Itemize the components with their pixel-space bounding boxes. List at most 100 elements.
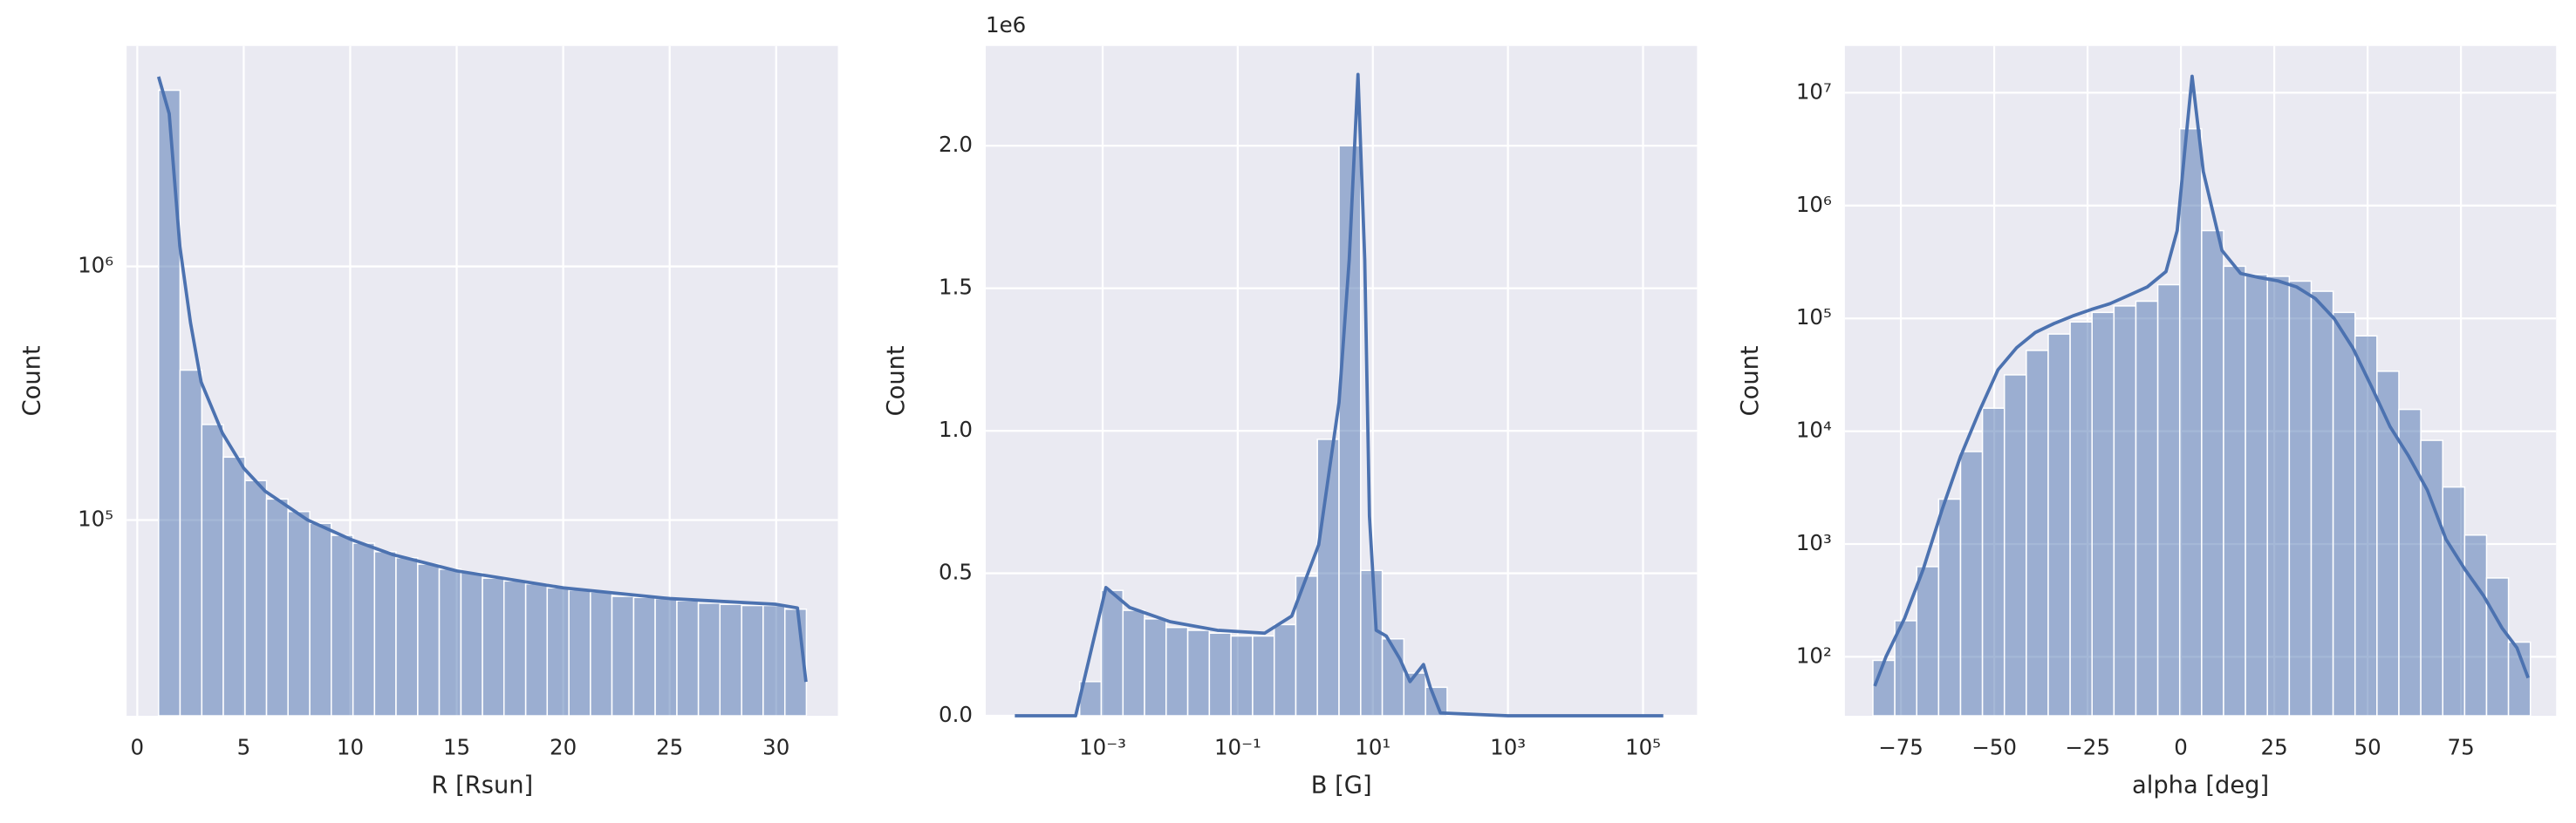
x-tick-label: −75 <box>1878 735 1923 760</box>
bar <box>654 597 678 717</box>
x-axis-label: B [G] <box>1311 772 1372 799</box>
bar <box>2026 350 2049 717</box>
bar <box>1916 566 1940 717</box>
bar <box>2288 280 2313 717</box>
bar <box>719 603 742 717</box>
y-tick-label: 10⁶ <box>1796 192 1832 217</box>
bar <box>632 596 656 717</box>
x-tick-label: 10⁵ <box>1625 735 1661 760</box>
y-tick-label: 10⁵ <box>78 506 113 531</box>
bar <box>762 604 786 717</box>
bar <box>1894 620 1917 717</box>
bar <box>2069 321 2093 717</box>
bar <box>373 551 397 717</box>
y-tick-label: 0.0 <box>939 702 973 727</box>
bar <box>2354 335 2378 717</box>
x-tick-label: 5 <box>237 735 251 760</box>
y-tick-label: 1.5 <box>939 275 973 300</box>
x-tick-label: −50 <box>1971 735 2017 760</box>
bar <box>179 369 203 717</box>
bar <box>502 580 527 717</box>
y-axis-label: Count <box>1737 345 1764 416</box>
bar <box>2223 265 2246 717</box>
kde-line <box>156 76 808 683</box>
x-tick-label: 50 <box>2354 735 2381 760</box>
y-tick-label: 10⁵ <box>1796 304 1832 330</box>
bar <box>568 588 591 717</box>
bar <box>1100 589 1124 717</box>
x-tick-label: 10³ <box>1490 735 1526 760</box>
bar <box>1144 618 1167 717</box>
y-tick-label: 10⁷ <box>1796 78 1832 104</box>
bar <box>265 498 289 717</box>
bar <box>244 480 268 717</box>
bar <box>2376 371 2400 717</box>
bar <box>2003 374 2027 717</box>
bar <box>1186 629 1211 717</box>
bar <box>1252 635 1275 717</box>
y-tick-label: 1.0 <box>939 417 973 442</box>
bar <box>1273 623 1297 717</box>
bar <box>158 89 181 717</box>
bar <box>524 582 549 717</box>
offset-text: 1e6 <box>986 12 1026 37</box>
bar <box>1165 626 1189 717</box>
kde-line <box>1015 72 1664 718</box>
bar <box>2135 300 2159 717</box>
bar <box>741 604 764 717</box>
y-tick-label: 10⁴ <box>1796 418 1832 443</box>
bar <box>2091 311 2115 717</box>
bar <box>2310 290 2334 717</box>
x-tick-label: 0 <box>2174 735 2188 760</box>
kde-line <box>1873 74 2530 687</box>
x-tick-label: 20 <box>550 735 577 760</box>
bar <box>1360 569 1384 717</box>
x-tick-label: 0 <box>131 735 145 760</box>
bar <box>2113 305 2137 717</box>
bar <box>1981 407 2005 717</box>
bar <box>201 424 224 717</box>
bar <box>352 542 376 717</box>
bar <box>1959 451 1984 717</box>
bar <box>546 587 570 717</box>
x-tick-label: 10⁻³ <box>1079 735 1126 760</box>
bar <box>676 600 700 717</box>
x-tick-label: 15 <box>443 735 470 760</box>
bar <box>1230 635 1254 717</box>
bar <box>2485 577 2510 717</box>
x-axis-label: alpha [deg] <box>2132 772 2269 799</box>
bar <box>2266 275 2291 717</box>
x-tick-label: 10⁻¹ <box>1214 735 1261 760</box>
bar <box>287 510 311 717</box>
bar <box>309 522 332 717</box>
bar <box>417 563 441 717</box>
bar <box>1425 686 1448 717</box>
bar <box>330 534 354 717</box>
x-tick-label: 25 <box>656 735 683 760</box>
bar <box>395 556 419 717</box>
bar <box>2178 127 2203 717</box>
bar <box>1872 659 1896 717</box>
bar <box>2245 274 2268 717</box>
bar <box>1937 498 1962 717</box>
bar <box>2442 486 2466 717</box>
bar <box>1403 672 1426 717</box>
x-tick-label: −25 <box>2065 735 2110 760</box>
x-tick-label: 75 <box>2448 735 2475 760</box>
x-axis-label: R [Rsun] <box>431 772 533 799</box>
bar <box>460 572 483 717</box>
bar <box>590 591 613 717</box>
x-tick-label: 25 <box>2261 735 2288 760</box>
y-tick-label: 0.5 <box>939 560 973 585</box>
bar <box>697 602 721 717</box>
bar <box>222 456 246 717</box>
y-tick-label: 10³ <box>1796 530 1832 555</box>
x-tick-label: 10¹ <box>1355 735 1390 760</box>
bar <box>438 568 462 717</box>
y-tick-label: 2.0 <box>939 132 973 157</box>
bar <box>482 577 505 717</box>
bar <box>2201 229 2224 717</box>
y-tick-label: 10⁶ <box>78 253 113 278</box>
y-axis-label: Count <box>883 345 910 416</box>
